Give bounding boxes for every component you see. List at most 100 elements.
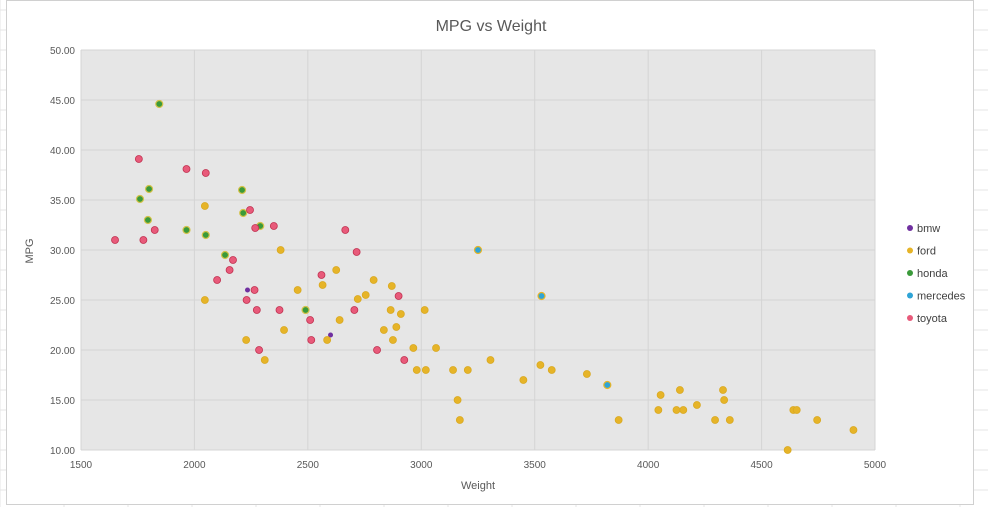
y-tick-label: 15.00 <box>50 396 75 407</box>
toyota-data-point <box>139 236 148 244</box>
ford-data-point <box>614 416 623 424</box>
ford-data-point <box>547 366 556 374</box>
ford-data-point <box>389 336 397 344</box>
toyota-data-point <box>255 346 263 354</box>
y-tick-label: 30.00 <box>50 246 75 257</box>
ford-data-point <box>656 391 665 399</box>
ford-data-point <box>396 310 405 318</box>
ford-data-point <box>409 344 418 352</box>
ford-data-point <box>421 366 430 374</box>
honda-data-point <box>135 194 145 204</box>
honda-legend-label: honda <box>917 268 948 280</box>
x-axis-title: Weight <box>461 480 495 492</box>
ford-data-point <box>679 406 688 414</box>
ford-data-point <box>392 323 401 331</box>
data-points <box>111 99 858 454</box>
x-tick-label: 2000 <box>183 460 206 471</box>
x-tick-label: 2500 <box>297 460 320 471</box>
toyota-data-point <box>350 306 359 314</box>
ford-data-point <box>654 406 663 414</box>
y-tick-label: 45.00 <box>50 96 75 107</box>
toyota-legend-marker <box>907 315 913 321</box>
y-tick-label: 40.00 <box>50 146 75 157</box>
ford-data-point <box>463 366 472 374</box>
toyota-data-point <box>250 286 259 294</box>
chart-title: MPG vs Weight <box>436 18 547 35</box>
ford-data-point <box>379 326 388 334</box>
toyota-data-point <box>213 276 222 284</box>
ford-data-point <box>276 246 285 254</box>
ford-data-point <box>455 416 464 424</box>
ford-data-point <box>412 366 421 374</box>
honda-data-point <box>155 99 164 109</box>
honda-data-point <box>239 208 248 218</box>
ford-data-point <box>720 396 729 404</box>
chart-object[interactable]: MPG vs Weight 1500 2000 2500 3000 3500 4000 45… <box>6 0 974 505</box>
honda-data-point <box>301 305 310 315</box>
toyota-data-point <box>150 226 159 234</box>
bmw-legend-marker <box>907 225 913 231</box>
ford-data-point <box>242 336 251 344</box>
ford-data-point <box>693 401 701 409</box>
mercedes-legend-label: mercedes <box>917 291 966 303</box>
toyota-data-point <box>251 224 260 232</box>
toyota-legend-label: toyota <box>917 313 948 325</box>
toyota-data-point <box>317 271 326 279</box>
ford-legend-marker <box>907 247 913 254</box>
toyota-data-point <box>341 226 350 234</box>
ford-data-point <box>323 336 332 344</box>
ford-data-point <box>361 291 370 299</box>
ford-data-point <box>783 446 792 454</box>
toyota-data-point <box>225 266 234 274</box>
ford-data-point <box>387 282 396 290</box>
ford-data-point <box>353 295 362 303</box>
ford-data-point <box>260 356 269 364</box>
ford-data-point <box>335 316 344 324</box>
ford-data-point <box>293 286 302 294</box>
toyota-data-point <box>306 316 315 324</box>
honda-legend-marker <box>907 270 913 276</box>
y-tick-label: 20.00 <box>50 346 75 357</box>
ford-data-point <box>332 266 341 274</box>
ford-data-point <box>280 326 288 334</box>
y-tick-label: 50.00 <box>50 46 75 57</box>
toyota-data-point <box>229 256 237 264</box>
ford-data-point <box>813 416 822 424</box>
honda-data-point <box>201 230 210 240</box>
bmw-data-point <box>328 332 334 338</box>
ford-data-point <box>725 416 734 424</box>
y-axis-ticks: 10.00 15.00 20.00 25.00 30.00 35.00 40.00 45.00… <box>50 46 75 457</box>
honda-data-point <box>237 185 247 195</box>
toyota-data-point <box>182 165 191 173</box>
x-tick-label: 1500 <box>70 460 93 471</box>
honda-data-point <box>144 184 154 194</box>
scatter-chart: MPG vs Weight 1500 2000 2500 3000 3500 4000 45… <box>24 18 966 492</box>
toyota-data-point <box>252 306 261 314</box>
ford-data-point <box>453 396 462 404</box>
toyota-data-point <box>307 336 316 344</box>
toyota-data-point <box>111 236 119 244</box>
toyota-data-point <box>134 155 143 163</box>
toyota-data-point <box>394 292 403 300</box>
y-axis-title: MPG <box>24 238 36 263</box>
mercedes-data-point <box>537 291 546 301</box>
toyota-data-point <box>242 296 251 304</box>
chart-legend[interactable]: bmw ford honda mercedes toyota <box>907 223 966 325</box>
ford-data-point <box>676 386 684 394</box>
bmw-data-point <box>245 287 251 293</box>
y-tick-label: 25.00 <box>50 296 75 307</box>
mercedes-legend-marker <box>907 292 913 299</box>
ford-data-point <box>849 426 858 434</box>
toyota-data-point <box>275 306 284 314</box>
bmw-legend-label: bmw <box>917 223 940 235</box>
ford-data-point <box>582 370 591 378</box>
toyota-data-point <box>269 222 278 230</box>
ford-data-point <box>386 306 395 314</box>
toyota-data-point <box>246 206 254 214</box>
ford-data-point <box>449 366 457 374</box>
ford-legend-label: ford <box>917 246 936 258</box>
x-tick-label: 4500 <box>750 460 773 471</box>
mercedes-data-point <box>603 380 612 390</box>
ford-data-point <box>200 202 209 210</box>
ford-data-point <box>719 386 727 394</box>
